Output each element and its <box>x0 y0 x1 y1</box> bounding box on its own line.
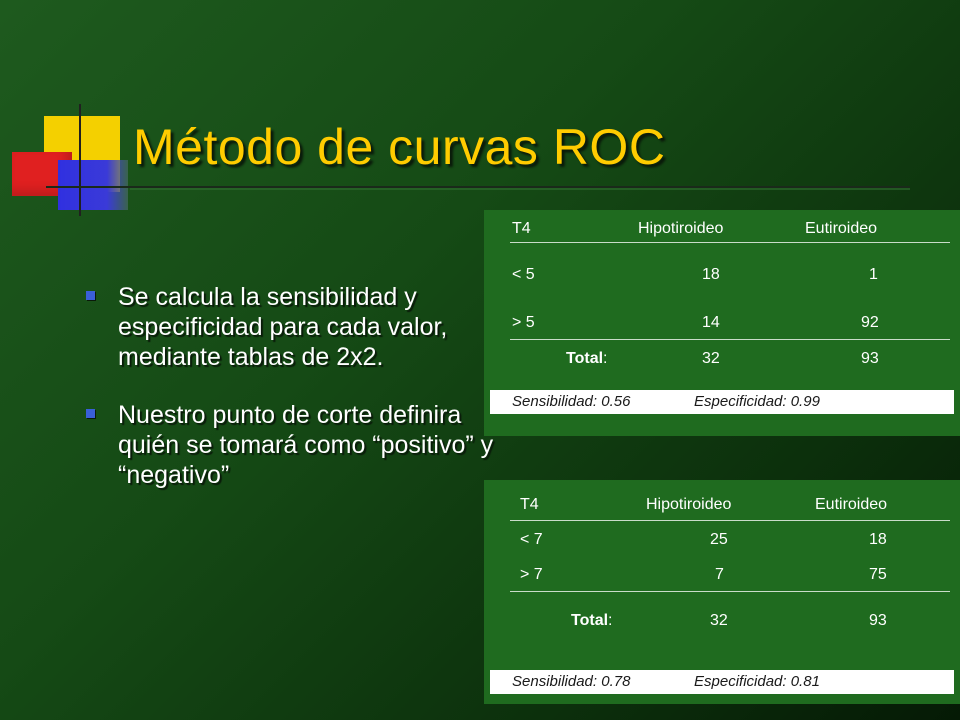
slide-title: Método de curvas ROC <box>133 119 666 175</box>
bullet-list: Se calcula la sensibilidad y especificid… <box>86 282 496 518</box>
table-cell: 14 <box>702 314 720 331</box>
title-underline-highlight <box>130 188 910 190</box>
table-cell: 18 <box>869 531 887 548</box>
table-cell: 25 <box>710 531 728 548</box>
table-cell: 7 <box>715 566 724 583</box>
table-footer: Sensibilidad: 0.56 Especificidad: 0.99 <box>490 390 954 414</box>
table-rule <box>510 339 950 340</box>
table-rule <box>510 520 950 521</box>
table-total-cell: 93 <box>861 350 879 367</box>
table-footer: Sensibilidad: 0.78 Especificidad: 0.81 <box>490 670 954 694</box>
table-header-cell: Hipotiroideo <box>638 220 724 237</box>
specificity-value: Especificidad: 0.99 <box>694 393 820 410</box>
table-rule <box>510 591 950 592</box>
table-cell: 1 <box>869 266 878 283</box>
table-header-cell: T4 <box>512 220 531 237</box>
sensitivity-value: Sensibilidad: 0.78 <box>512 673 631 690</box>
contingency-table-2: T4 Hipotiroideo Eutiroideo < 7 25 18 > 7… <box>484 480 960 704</box>
sensitivity-value: Sensibilidad: 0.56 <box>512 393 631 410</box>
table-total-cell: 32 <box>702 350 720 367</box>
table-total-label: Total: <box>566 350 608 367</box>
specificity-value: Especificidad: 0.81 <box>694 673 820 690</box>
table-rule <box>510 242 950 243</box>
contingency-table-1: T4 Hipotiroideo Eutiroideo < 5 18 1 > 5 … <box>484 210 960 436</box>
bullet-text: Nuestro punto de corte definira quién se… <box>118 401 494 489</box>
bullet-square-icon <box>86 291 95 300</box>
table-cell: < 5 <box>512 266 535 283</box>
table-cell: < 7 <box>520 531 543 548</box>
bullet-item: Nuestro punto de corte definira quién se… <box>86 400 496 490</box>
table-cell: > 7 <box>520 566 543 583</box>
bullet-item: Se calcula la sensibilidad y especificid… <box>86 282 496 372</box>
table-cell: > 5 <box>512 314 535 331</box>
table-total-cell: 93 <box>869 612 887 629</box>
table-header-cell: Hipotiroideo <box>646 496 732 513</box>
logo-blue-square <box>58 160 128 210</box>
table-header-cell: T4 <box>520 496 539 513</box>
table-cell: 75 <box>869 566 887 583</box>
table-total-label: Total: <box>571 612 613 629</box>
table-header-cell: Eutiroideo <box>815 496 888 513</box>
bullet-square-icon <box>86 409 95 418</box>
title-underline <box>46 186 910 188</box>
table-total-cell: 32 <box>710 612 728 629</box>
table-header-cell: Eutiroideo <box>805 220 878 237</box>
table-cell: 92 <box>861 314 879 331</box>
bullet-text: Se calcula la sensibilidad y especificid… <box>118 283 448 371</box>
table-cell: 18 <box>702 266 720 283</box>
logo-vertical-line <box>79 104 81 216</box>
